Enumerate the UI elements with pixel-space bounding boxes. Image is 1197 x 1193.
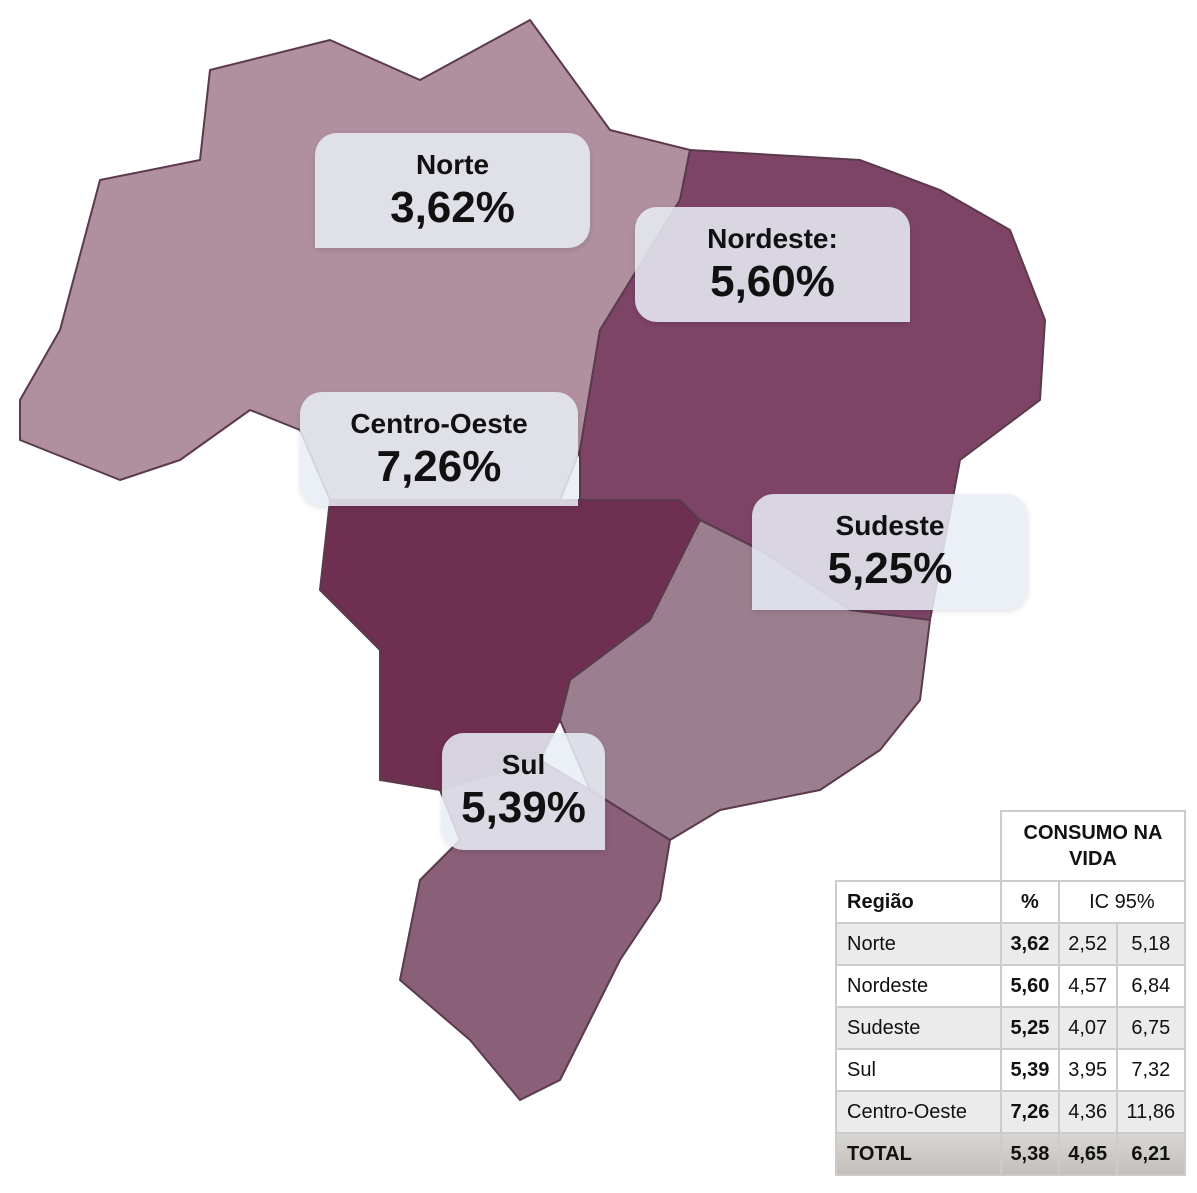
cell: 5,39 xyxy=(1000,1048,1060,1092)
cell: 4,65 xyxy=(1057,1132,1118,1176)
region-value: 3,62% xyxy=(390,183,515,232)
cell: 3,62 xyxy=(1000,922,1060,966)
cell: 4,07 xyxy=(1057,1006,1118,1050)
callout: Nordeste: 5,60% xyxy=(635,207,910,322)
column-header: % xyxy=(1000,880,1060,924)
column-header: IC 95% xyxy=(1057,880,1187,924)
cell: 3,95 xyxy=(1057,1048,1118,1092)
region-value: 7,26% xyxy=(376,442,502,491)
callout: Centro-Oeste 7,26% xyxy=(300,392,578,506)
region-value: 5,39% xyxy=(461,783,586,832)
table-row: Norte 3,62 2,52 5,18 xyxy=(835,922,1187,966)
cell: 5,18 xyxy=(1115,922,1187,966)
cell: 6,75 xyxy=(1115,1006,1187,1050)
data-table: CONSUMO NA VIDA Região % IC 95% Norte 3,6… xyxy=(835,810,1187,1176)
cell: 7,26 xyxy=(1000,1090,1060,1134)
region-name: Norte xyxy=(415,149,490,180)
row-label: Sul xyxy=(835,1048,1002,1092)
callout: Sul 5,39% xyxy=(442,733,605,850)
cell: 5,25 xyxy=(1000,1006,1060,1050)
row-label: Nordeste xyxy=(835,964,1002,1008)
table-row: Nordeste 5,60 4,57 6,84 xyxy=(835,964,1187,1008)
cell: 4,57 xyxy=(1057,964,1118,1008)
callout: Sudeste 5,25% xyxy=(752,494,1028,610)
region-sudeste xyxy=(559,519,931,841)
row-label: Centro-Oeste xyxy=(835,1090,1002,1134)
cell: 4,36 xyxy=(1057,1090,1118,1134)
column-header: Região xyxy=(835,880,1002,924)
cell: 5,60 xyxy=(1000,964,1060,1008)
region-value: 5,60% xyxy=(710,257,835,306)
region-name: Centro-Oeste xyxy=(350,408,528,439)
table-row: TOTAL 5,38 4,65 6,21 xyxy=(835,1132,1187,1176)
table-row: Centro-Oeste 7,26 4,36 11,86 xyxy=(835,1090,1187,1134)
cell: 6,21 xyxy=(1115,1132,1187,1176)
table-row: Sudeste 5,25 4,07 6,75 xyxy=(835,1006,1187,1050)
row-label: Sudeste xyxy=(835,1006,1002,1050)
region-name: Sul xyxy=(501,749,546,780)
callout: Norte 3,62% xyxy=(315,133,590,248)
cell: 5,38 xyxy=(1000,1132,1060,1176)
region-name: Sudeste xyxy=(835,510,945,541)
region-value: 5,25% xyxy=(827,544,953,593)
row-label: Norte xyxy=(835,922,1002,966)
cell: 11,86 xyxy=(1115,1090,1187,1134)
region-name: Nordeste: xyxy=(707,223,838,254)
group-header: CONSUMO NA VIDA xyxy=(1000,810,1186,882)
cell: 7,32 xyxy=(1115,1048,1187,1092)
cell: 6,84 xyxy=(1115,964,1187,1008)
table-row: Sul 5,39 3,95 7,32 xyxy=(835,1048,1187,1092)
cell: 2,52 xyxy=(1057,922,1118,966)
row-label: TOTAL xyxy=(835,1132,1002,1176)
